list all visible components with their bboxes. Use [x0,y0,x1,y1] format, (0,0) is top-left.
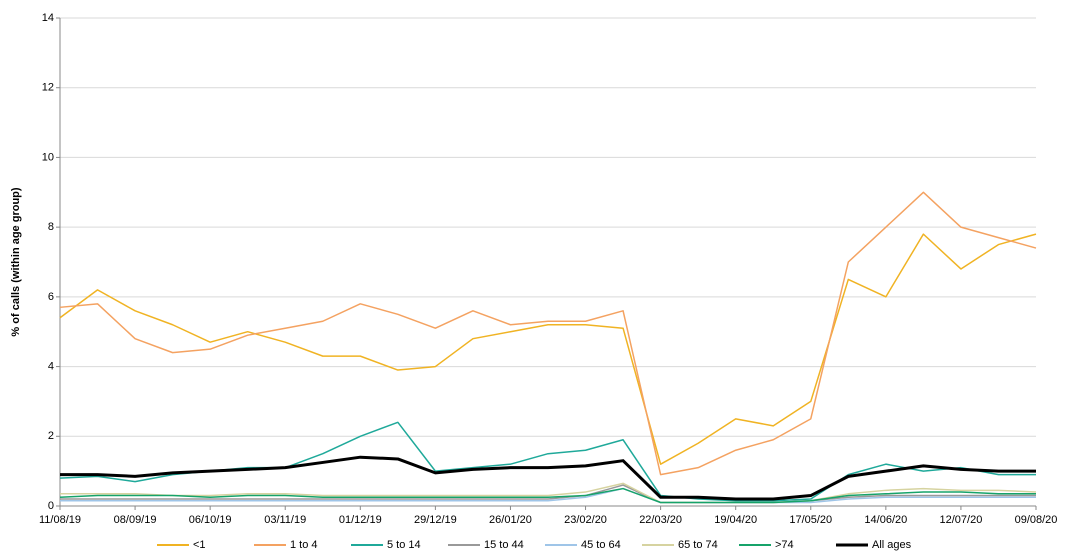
x-tick-label: 26/01/20 [489,514,532,526]
x-tick-label: 29/12/19 [414,514,457,526]
x-tick-label: 06/10/19 [189,514,232,526]
x-tick-label: 12/07/20 [940,514,983,526]
legend-label: All ages [872,539,912,551]
legend-label: 15 to 44 [484,539,524,551]
series-line [59,421,1036,502]
x-tick-label: 23/02/20 [564,514,607,526]
y-tick-label: 8 [48,221,54,233]
x-tick-label: 08/09/19 [114,514,157,526]
series-line [59,487,1036,504]
x-tick-label: 19/04/20 [714,514,757,526]
y-tick-label: 12 [42,82,54,94]
y-tick-label: 2 [48,430,54,442]
y-tick-label: 6 [48,291,54,303]
legend-label: >74 [775,539,794,551]
y-tick-label: 10 [42,151,54,163]
x-tick-label: 01/12/19 [339,514,382,526]
legend-label: 65 to 74 [678,539,718,551]
y-tick-label: 4 [48,360,54,372]
series-line [60,482,1037,504]
series-line [59,191,1037,476]
legend-label: 45 to 64 [581,539,621,551]
y-tick-label: 0 [48,500,54,512]
x-tick-label: 14/06/20 [864,514,907,526]
legend-label: 5 to 14 [387,539,421,551]
x-tick-label: 03/11/19 [264,514,306,526]
y-tick-label: 14 [42,12,54,24]
x-tick-label: 11/08/19 [39,514,81,526]
x-tick-label: 22/03/20 [639,514,682,526]
y-axis-label: % of calls (within age group) [10,187,22,336]
legend-label: 1 to 4 [290,539,318,551]
x-tick-label: 09/08/20 [1015,514,1058,526]
legend-label: <1 [193,539,206,551]
series-line [60,487,1036,504]
series-line [59,233,1037,465]
series-line [60,484,1036,504]
series-line [60,455,1036,501]
x-tick-label: 17/05/20 [789,514,832,526]
